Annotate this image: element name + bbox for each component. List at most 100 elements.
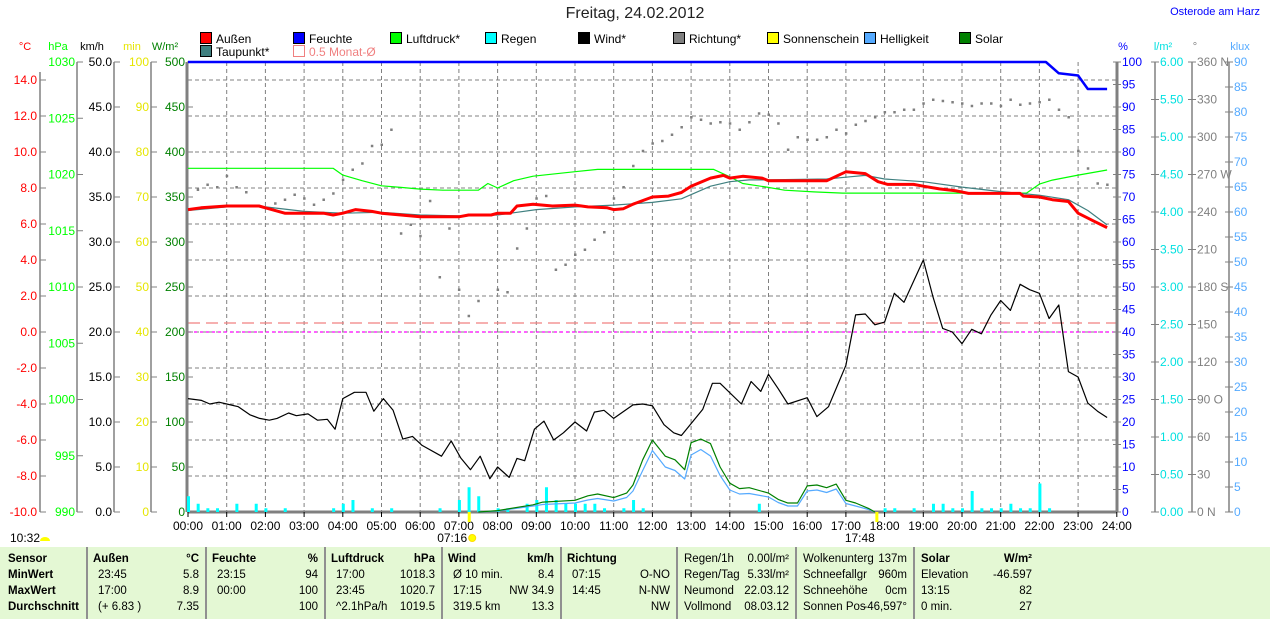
rain-bar: [351, 500, 355, 512]
axis-unit-rain: l/m²: [1154, 41, 1173, 53]
axis-tick-label: 30: [136, 370, 150, 384]
legend-label: Sonnenschein: [783, 32, 860, 46]
table-label: MinWert: [8, 569, 54, 581]
table-label: Regen/Tag: [684, 569, 740, 581]
axis-tick-label: 70: [136, 190, 150, 204]
axis-tick-label: -2.0: [16, 361, 37, 375]
direction-point: [893, 111, 896, 114]
x-tick-label: 11:00: [599, 519, 628, 533]
direction-point: [274, 202, 277, 205]
table-label: ^2.1hPa/h: [336, 601, 388, 613]
table-value: 08.03.12: [744, 601, 789, 613]
direction-point: [661, 139, 664, 143]
table-label: Feuchte: [212, 553, 257, 565]
x-tick-label: 05:00: [366, 519, 396, 533]
table-value: 8.9: [183, 585, 199, 597]
direction-point: [990, 102, 993, 105]
table-label: 17:15: [453, 585, 482, 597]
axis-tick-label: 0: [142, 505, 149, 519]
axis-tick-label: 100: [165, 415, 185, 429]
legend-swatch: [673, 32, 685, 44]
axis-tick-label: 3.00: [1160, 280, 1184, 294]
axis-tick-label: 40: [1234, 305, 1248, 319]
axis-tick-label: 90: [1122, 100, 1136, 114]
direction-point: [477, 299, 480, 303]
axis-tick-label: 2.0: [20, 289, 37, 303]
direction-point: [506, 291, 509, 294]
direction-point: [854, 123, 858, 126]
legend-item: Helligkeit: [864, 32, 929, 46]
legend-item: Sonnenschein: [767, 32, 859, 46]
rain-bar: [757, 503, 761, 512]
direction-point: [844, 132, 848, 135]
rain-bar: [564, 503, 568, 512]
direction-point: [641, 149, 645, 153]
axis-tick-label: 8.0: [20, 181, 37, 195]
axis-unit-sunshine: min: [123, 41, 141, 53]
axis-tick-label: 4.50: [1160, 168, 1184, 182]
direction-point: [1106, 183, 1109, 186]
legend-swatch: [485, 32, 497, 44]
series-line-4: [187, 259, 1108, 480]
table-group: Regen/1h 0.00l/m² Regen/Tag 5.33l/m² Neumond…: [678, 547, 797, 619]
axis-tick-label: 90 O: [1197, 393, 1223, 407]
table-value: 7.35: [176, 601, 199, 613]
table-value: 0cm: [885, 585, 907, 597]
direction-point: [351, 168, 354, 171]
x-tick-label: 18:00: [870, 519, 900, 533]
axis-tick-label: 5.50: [1160, 93, 1184, 107]
table-value: 5.8: [183, 569, 199, 581]
direction-point: [361, 162, 364, 165]
axis-tick-label: 500: [165, 55, 185, 69]
axis-tick-label: 120: [1197, 355, 1217, 369]
table-group: Wind km/h Ø 10 min. 8.4 17:15 NW 34.9 319.5 km…: [443, 547, 562, 619]
rain-bar: [883, 508, 887, 512]
axis-tick-label: 300: [165, 235, 185, 249]
table-value: 1020.7: [399, 585, 435, 597]
axis-tick-label: 330: [1197, 93, 1217, 107]
legend-swatch: [767, 32, 779, 44]
series-line-2: [188, 167, 1108, 194]
x-tick-label: 10:00: [560, 519, 590, 533]
axis-tick-label: 100: [1122, 55, 1142, 69]
axis-tick-label: 70: [1122, 190, 1136, 204]
axis-tick-label: 0.0: [95, 505, 112, 519]
direction-point: [651, 142, 654, 145]
rain-bar: [622, 508, 626, 512]
direction-point: [777, 122, 780, 125]
rain-bar: [206, 508, 210, 512]
series-line-3: [188, 60, 1108, 91]
axis-tick-label: 10: [1122, 460, 1136, 474]
legend-swatch: [578, 32, 590, 44]
direction-point: [873, 116, 877, 119]
axis-tick-label: 55: [1234, 230, 1248, 244]
x-tick-label: 23:00: [1063, 519, 1093, 533]
axis-tick-label: 4.0: [20, 253, 37, 267]
table-value: 22.03.12: [744, 585, 789, 597]
axis-unit-solar: W/m²: [152, 41, 179, 53]
axis-tick-label: 65: [1234, 180, 1248, 194]
table-label: Schneehöhe: [803, 585, 868, 597]
direction-point: [303, 197, 306, 200]
axis-tick-label: 30.0: [89, 235, 113, 249]
legend-label: Richtung*: [689, 32, 742, 46]
direction-point: [864, 119, 867, 123]
x-tick-label: 20:00: [947, 519, 977, 533]
axis-tick-label: 5.0: [95, 460, 112, 474]
rain-bar: [980, 508, 984, 512]
axis-tick-label: 300: [1197, 130, 1217, 144]
axis-tick-label: 35: [1122, 348, 1136, 362]
axis-tick-label: 50: [136, 280, 150, 294]
axis-tick-label: 990: [55, 505, 75, 519]
axis-tick-label: 1.00: [1160, 430, 1184, 444]
direction-point: [341, 178, 345, 181]
axis-tick-label: 6.0: [20, 217, 37, 231]
rain-bar: [893, 508, 897, 512]
table-value: 13.3: [531, 601, 554, 613]
x-tick-label: 02:00: [250, 519, 280, 533]
direction-point: [1038, 101, 1041, 104]
legend-label: Luftdruck*: [406, 32, 461, 46]
table-value: °C: [186, 553, 199, 565]
rain-bar: [438, 508, 442, 512]
